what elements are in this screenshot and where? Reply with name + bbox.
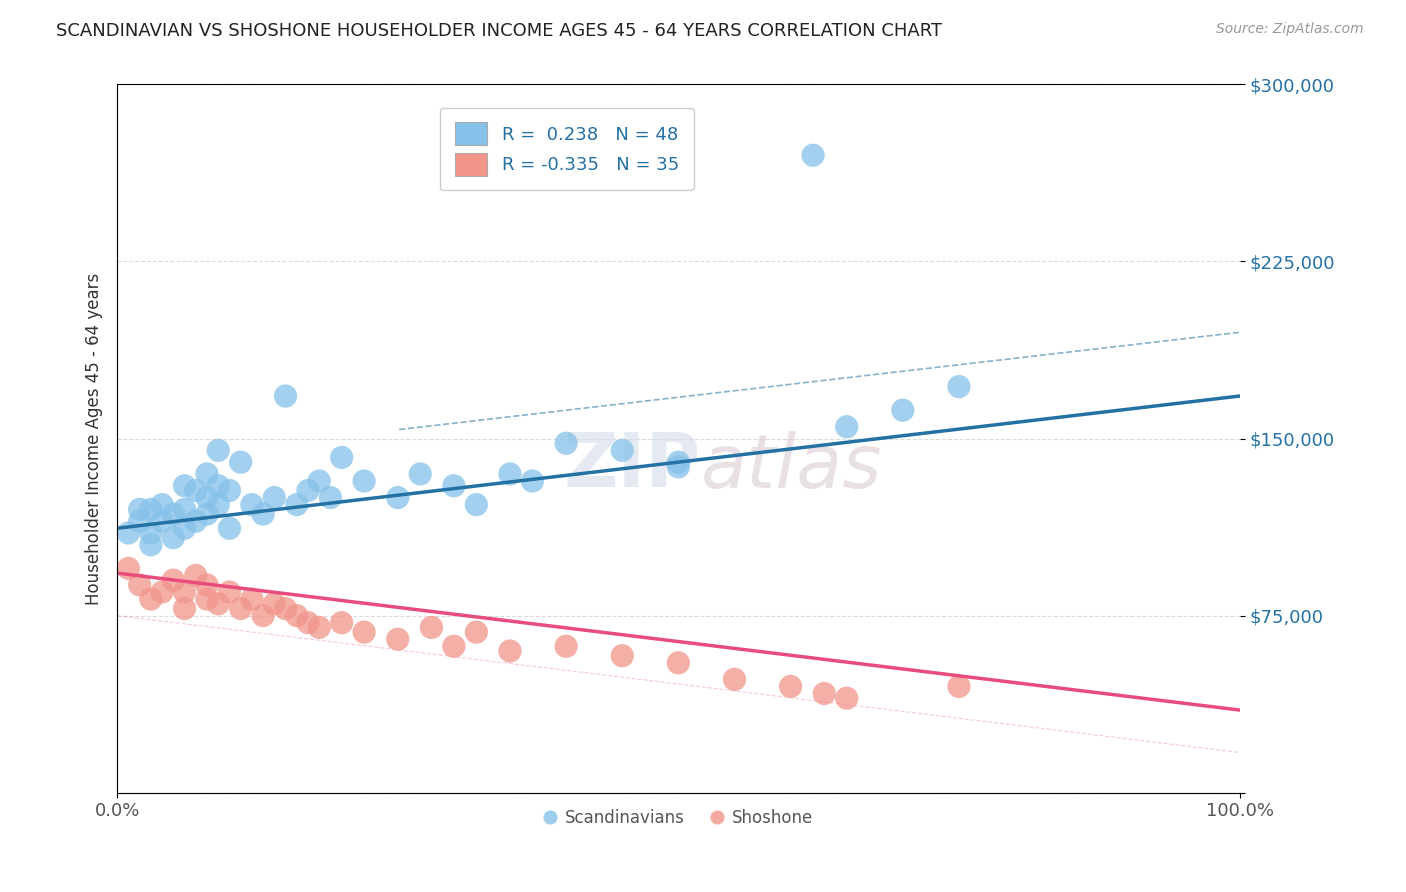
Point	[229, 455, 252, 469]
Point	[330, 615, 353, 630]
Point	[195, 467, 218, 481]
Point	[612, 648, 634, 663]
Point	[139, 526, 162, 541]
Point	[285, 608, 308, 623]
Point	[139, 502, 162, 516]
Point	[555, 436, 578, 450]
Point	[353, 625, 375, 640]
Point	[891, 403, 914, 417]
Point	[150, 514, 173, 528]
Point	[420, 620, 443, 634]
Point	[207, 498, 229, 512]
Point	[612, 443, 634, 458]
Point	[128, 502, 150, 516]
Point	[319, 491, 342, 505]
Point	[128, 514, 150, 528]
Point	[162, 507, 184, 521]
Point	[297, 483, 319, 498]
Point	[522, 474, 544, 488]
Point	[173, 502, 195, 516]
Text: SCANDINAVIAN VS SHOSHONE HOUSEHOLDER INCOME AGES 45 - 64 YEARS CORRELATION CHART: SCANDINAVIAN VS SHOSHONE HOUSEHOLDER INC…	[56, 22, 942, 40]
Point	[465, 625, 488, 640]
Point	[195, 491, 218, 505]
Text: ZIP: ZIP	[564, 430, 700, 503]
Point	[207, 597, 229, 611]
Point	[139, 538, 162, 552]
Point	[443, 479, 465, 493]
Point	[948, 379, 970, 393]
Point	[162, 531, 184, 545]
Point	[252, 608, 274, 623]
Point	[240, 592, 263, 607]
Point	[117, 561, 139, 575]
Point	[297, 615, 319, 630]
Point	[162, 573, 184, 587]
Point	[801, 148, 824, 162]
Point	[128, 578, 150, 592]
Point	[263, 597, 285, 611]
Point	[499, 644, 522, 658]
Text: atlas: atlas	[700, 431, 882, 503]
Point	[252, 507, 274, 521]
Point	[195, 578, 218, 592]
Point	[263, 491, 285, 505]
Point	[308, 620, 330, 634]
Point	[443, 640, 465, 654]
Y-axis label: Householder Income Ages 45 - 64 years: Householder Income Ages 45 - 64 years	[86, 272, 103, 605]
Point	[173, 601, 195, 615]
Point	[499, 467, 522, 481]
Point	[218, 585, 240, 599]
Legend: Scandinavians, Shoshone: Scandinavians, Shoshone	[537, 803, 820, 834]
Point	[218, 483, 240, 498]
Point	[173, 585, 195, 599]
Point	[150, 498, 173, 512]
Point	[308, 474, 330, 488]
Point	[779, 680, 801, 694]
Point	[184, 568, 207, 582]
Point	[666, 455, 689, 469]
Point	[274, 601, 297, 615]
Point	[835, 419, 858, 434]
Point	[285, 498, 308, 512]
Point	[948, 680, 970, 694]
Point	[666, 656, 689, 670]
Point	[555, 640, 578, 654]
Point	[150, 585, 173, 599]
Point	[353, 474, 375, 488]
Point	[274, 389, 297, 403]
Point	[173, 479, 195, 493]
Point	[184, 483, 207, 498]
Point	[723, 673, 745, 687]
Point	[387, 491, 409, 505]
Point	[465, 498, 488, 512]
Point	[813, 686, 835, 700]
Text: Source: ZipAtlas.com: Source: ZipAtlas.com	[1216, 22, 1364, 37]
Point	[835, 691, 858, 706]
Point	[229, 601, 252, 615]
Point	[218, 521, 240, 535]
Point	[240, 498, 263, 512]
Point	[207, 479, 229, 493]
Point	[117, 526, 139, 541]
Point	[207, 443, 229, 458]
Point	[387, 632, 409, 647]
Point	[330, 450, 353, 465]
Point	[666, 459, 689, 474]
Point	[409, 467, 432, 481]
Point	[195, 592, 218, 607]
Point	[173, 521, 195, 535]
Point	[184, 514, 207, 528]
Point	[139, 592, 162, 607]
Point	[195, 507, 218, 521]
